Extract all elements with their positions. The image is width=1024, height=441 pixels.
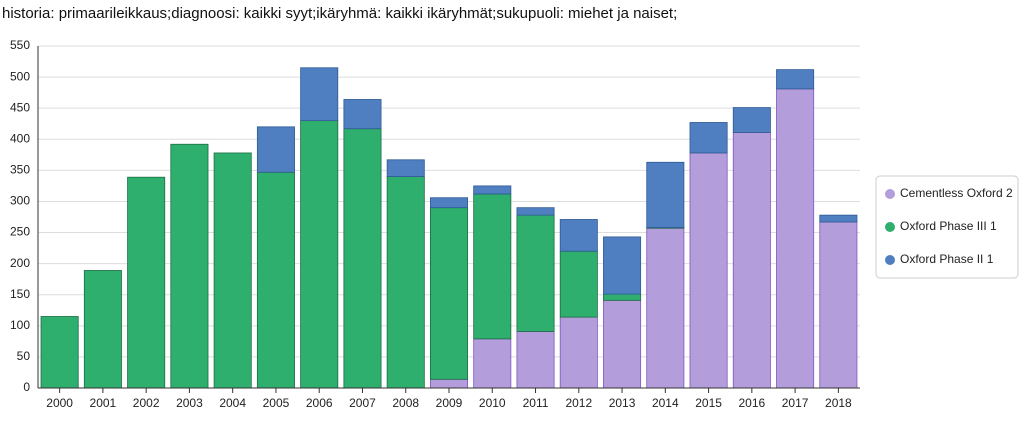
x-tick-label: 2000 <box>46 396 73 410</box>
x-tick-label: 2013 <box>609 396 636 410</box>
bar-segment <box>819 214 858 223</box>
bar-segment <box>646 161 685 228</box>
y-tick-label: 250 <box>10 225 30 239</box>
y-tick-label: 100 <box>10 318 30 332</box>
x-tick-label: 2005 <box>263 396 290 410</box>
x-tick-label: 2018 <box>825 396 852 410</box>
bar-segment <box>83 270 122 389</box>
y-tick-label: 550 <box>10 38 30 52</box>
bar-segment <box>689 122 728 154</box>
bar-segment <box>213 152 252 389</box>
bar-segment <box>516 214 555 332</box>
y-tick-label: 50 <box>17 349 31 363</box>
legend-label[interactable]: Cementless Oxford 2 <box>900 186 1013 200</box>
bar-segment <box>603 236 642 295</box>
bar-segment <box>603 299 642 389</box>
bar-segment <box>689 152 728 389</box>
y-tick-label: 450 <box>10 100 30 114</box>
bar-segment <box>127 176 166 389</box>
legend-marker[interactable] <box>885 222 895 232</box>
x-tick-label: 2008 <box>392 396 419 410</box>
bar-segment <box>429 207 469 380</box>
bar-segment <box>386 176 425 389</box>
bar-segment <box>256 171 295 389</box>
bar-segment <box>473 185 512 195</box>
legend-marker[interactable] <box>885 255 895 265</box>
bar-segment <box>819 221 858 389</box>
bar-segment <box>732 107 771 133</box>
bar-segment <box>429 197 469 209</box>
x-tick-label: 2001 <box>90 396 117 410</box>
bar-segment <box>516 207 555 216</box>
x-tick-label: 2009 <box>436 396 463 410</box>
y-tick-label: 300 <box>10 194 30 208</box>
y-tick-label: 0 <box>23 380 30 394</box>
bar-segment <box>646 227 685 389</box>
y-tick-label: 350 <box>10 163 30 177</box>
x-tick-label: 2016 <box>738 396 765 410</box>
bar-segment <box>386 159 425 177</box>
y-tick-label: 400 <box>10 131 30 145</box>
x-tick-label: 2015 <box>695 396 722 410</box>
bar-segment <box>603 293 642 301</box>
x-tick-label: 2010 <box>479 396 506 410</box>
bar-segment <box>343 99 382 130</box>
bar-segment <box>559 250 598 318</box>
x-tick-label: 2006 <box>306 396 333 410</box>
bar-segment <box>473 193 512 340</box>
bar-segment <box>559 219 598 252</box>
x-tick-label: 2002 <box>133 396 160 410</box>
x-tick-label: 2003 <box>176 396 203 410</box>
y-tick-label: 500 <box>10 69 30 83</box>
bar-segment <box>343 128 382 389</box>
bar-segment <box>732 132 771 389</box>
legend-box <box>875 175 1019 279</box>
x-tick-label: 2017 <box>782 396 809 410</box>
bar-segment <box>473 338 512 389</box>
bar-segment <box>300 67 339 122</box>
bar-segment <box>429 378 469 389</box>
bar-segment <box>559 316 598 389</box>
x-tick-label: 2014 <box>652 396 679 410</box>
chart-title: historia: primaarileikkaus;diagnoosi: ka… <box>2 5 677 22</box>
bar-segment <box>776 88 815 389</box>
bar-segment <box>300 120 339 389</box>
x-tick-label: 2012 <box>565 396 592 410</box>
x-tick-label: 2011 <box>523 396 549 410</box>
x-tick-label: 2007 <box>349 396 376 410</box>
x-tick-label: 2004 <box>219 396 246 410</box>
legend-label[interactable]: Oxford Phase III 1 <box>900 219 997 233</box>
bar-segment <box>256 126 295 173</box>
legend-label[interactable]: Oxford Phase II 1 <box>900 252 994 266</box>
bar-segment <box>516 331 555 389</box>
bar-segment <box>40 316 79 389</box>
bar-segment <box>170 143 209 389</box>
bar-segment <box>776 69 815 90</box>
y-tick-label: 200 <box>10 256 30 270</box>
y-tick-label: 150 <box>10 287 30 301</box>
legend-marker[interactable] <box>885 189 895 199</box>
